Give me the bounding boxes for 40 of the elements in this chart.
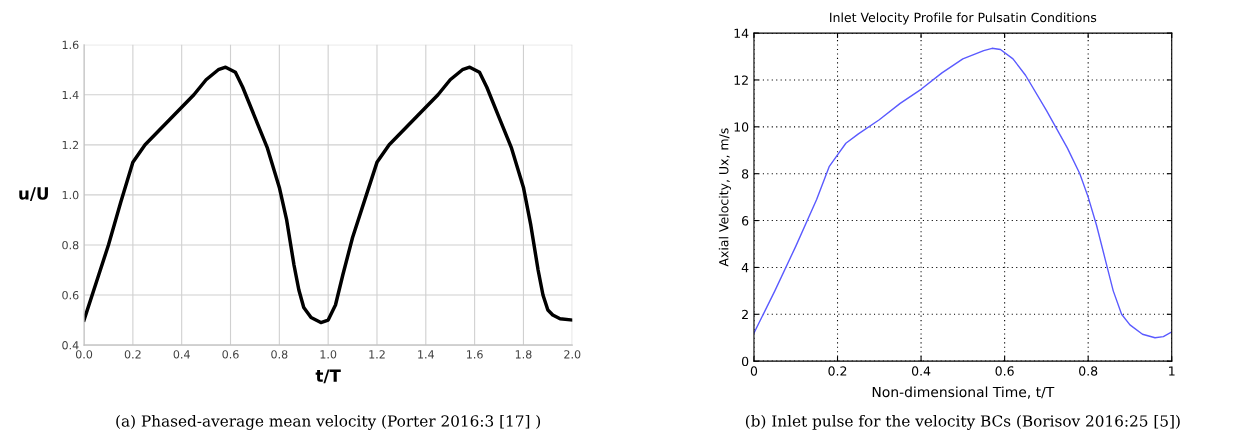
text: (b) Inlet pulse for the velocity BCs (Borisov 2016:25 [5]) xyxy=(745,414,1180,430)
x-tick-label: 0.0 xyxy=(75,350,93,359)
x-tick-label: 1.6 xyxy=(467,350,483,359)
x-tick-label: 0.2 xyxy=(828,366,847,376)
y-tick-label: 0.8 xyxy=(62,240,79,250)
y-tick-label: 1.4 xyxy=(62,90,79,99)
y-tick-label: 1.2 xyxy=(62,140,79,150)
y-axis-title: Axial Velocity, Ux, m/s xyxy=(718,128,731,267)
y-tick-label: 8 xyxy=(741,169,749,179)
x-tick-label: 1.8 xyxy=(515,350,532,359)
line-series xyxy=(84,65,573,325)
x-tick-label: 0.6 xyxy=(995,366,1014,376)
y-tick-label: 2 xyxy=(742,309,748,320)
x-tick-label: 0.2 xyxy=(124,350,141,359)
y-tick-label: 0.4 xyxy=(62,341,79,350)
chart-title: Inlet Velocity Profile for Pulsatin Conditions xyxy=(830,12,1097,25)
text: (a) Phased-average mean velocity (Porter 2016:3 [17] ) xyxy=(116,414,541,430)
x-tick-label: 0.4 xyxy=(173,350,190,359)
x-tick-label: 1.2 xyxy=(369,350,385,359)
x-tick-label: 2.0 xyxy=(564,350,581,359)
x-tick-label: 0.8 xyxy=(271,350,288,359)
y-tick-label: 1.6 xyxy=(62,40,79,50)
x-tick-label: 0.8 xyxy=(1079,366,1098,376)
y-tick-label: 0.6 xyxy=(62,290,79,300)
x-tick-label: 0 xyxy=(750,366,758,376)
y-axis-title: u/U xyxy=(19,187,48,202)
y-tick-label: 10 xyxy=(734,122,749,132)
y-tick-label: 6 xyxy=(742,216,749,226)
y-tick-label: 4 xyxy=(741,263,749,273)
y-tick-label: 1.0 xyxy=(62,190,79,200)
x-tick-label: 0.6 xyxy=(222,350,239,359)
line-series xyxy=(753,47,1172,339)
x-axis-title: t/T xyxy=(315,369,341,384)
x-tick-label: 0.4 xyxy=(911,366,931,376)
x-tick-label: 1.0 xyxy=(320,350,337,359)
x-axis-title: Non-dimensional Time, t/T xyxy=(872,386,1055,399)
x-tick-label: 1 xyxy=(1169,366,1175,376)
y-tick-label: 12 xyxy=(734,75,748,85)
x-tick-label: 1.4 xyxy=(418,350,435,359)
y-tick-label: 14 xyxy=(734,28,749,38)
